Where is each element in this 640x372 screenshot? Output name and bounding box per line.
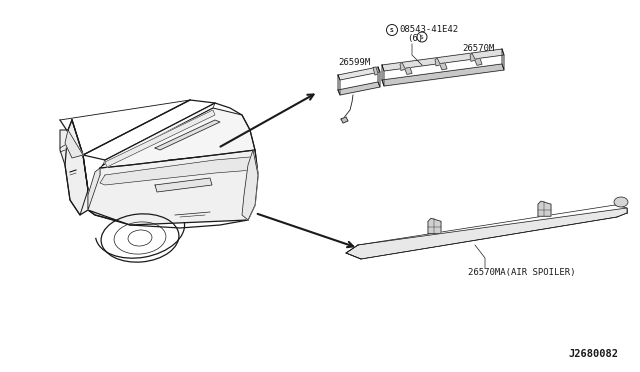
Polygon shape bbox=[382, 64, 504, 86]
Text: 26570MA(AIR SPOILER): 26570MA(AIR SPOILER) bbox=[468, 269, 575, 278]
Polygon shape bbox=[502, 49, 504, 70]
Polygon shape bbox=[382, 65, 384, 86]
Text: J2680082: J2680082 bbox=[568, 349, 618, 359]
Text: S: S bbox=[420, 35, 424, 39]
Polygon shape bbox=[382, 49, 504, 71]
Ellipse shape bbox=[614, 197, 628, 207]
Polygon shape bbox=[155, 178, 212, 192]
Text: 08543-41E42: 08543-41E42 bbox=[399, 25, 458, 33]
Polygon shape bbox=[346, 208, 627, 259]
Polygon shape bbox=[100, 157, 253, 185]
Polygon shape bbox=[155, 120, 220, 150]
Polygon shape bbox=[435, 58, 447, 70]
Polygon shape bbox=[242, 150, 258, 220]
Text: S: S bbox=[390, 28, 394, 32]
Text: 26570M: 26570M bbox=[462, 44, 494, 52]
Polygon shape bbox=[100, 108, 255, 168]
Polygon shape bbox=[428, 218, 441, 233]
Text: (6): (6) bbox=[407, 33, 423, 42]
Polygon shape bbox=[60, 120, 88, 215]
Polygon shape bbox=[338, 75, 340, 95]
Polygon shape bbox=[103, 103, 215, 165]
Polygon shape bbox=[538, 201, 551, 216]
Polygon shape bbox=[341, 117, 348, 123]
Polygon shape bbox=[400, 62, 412, 74]
Polygon shape bbox=[378, 67, 380, 87]
Polygon shape bbox=[105, 110, 215, 167]
Polygon shape bbox=[338, 67, 380, 80]
Polygon shape bbox=[88, 150, 258, 225]
Text: 26599M: 26599M bbox=[338, 58, 371, 67]
Polygon shape bbox=[88, 168, 100, 210]
Polygon shape bbox=[65, 130, 83, 158]
Polygon shape bbox=[373, 67, 378, 75]
Polygon shape bbox=[338, 82, 380, 95]
Polygon shape bbox=[470, 53, 482, 65]
Polygon shape bbox=[65, 120, 88, 215]
